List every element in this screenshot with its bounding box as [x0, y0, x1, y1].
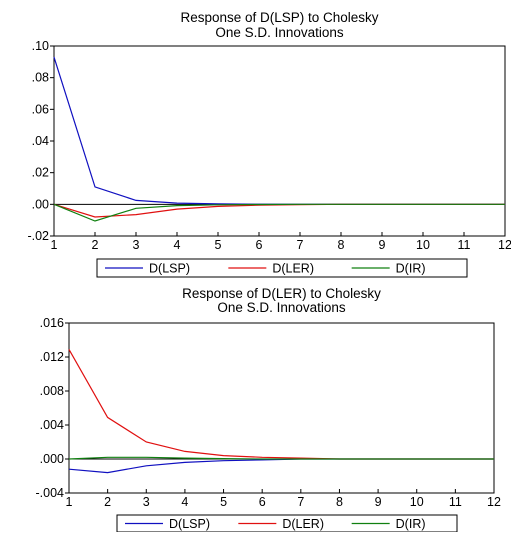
chart-1-xtick-label: 7 — [297, 238, 304, 252]
chart-1-xtick-label: 9 — [379, 238, 386, 252]
chart-1-subtitle: One S.D. Innovations — [215, 25, 344, 40]
chart-2-xtick-label: 11 — [449, 495, 462, 509]
chart-2-ytick-label: .016 — [40, 316, 64, 330]
chart-1-ytick-label: .10 — [32, 39, 49, 53]
chart-1-xtick-label: 10 — [416, 238, 430, 252]
chart-1-xtick-label: 1 — [51, 238, 58, 252]
chart-2-xtick-label: 5 — [220, 495, 227, 509]
chart-1-title: Response of D(LSP) to Cholesky — [180, 10, 378, 25]
chart-1-plot-frame — [53, 45, 506, 237]
chart-2-xtick-label: 2 — [104, 495, 111, 509]
chart-2-xtick-label: 9 — [375, 495, 382, 509]
chart-1-ytick-label: -.02 — [27, 229, 49, 243]
chart-1-legend-label: D(LER) — [272, 262, 314, 276]
chart-1-legend-box — [96, 258, 468, 278]
chart-2-ytick-label: .008 — [40, 384, 64, 398]
chart-2-subtitle: One S.D. Innovations — [217, 300, 346, 315]
chart-2-xtick-label: 12 — [487, 495, 501, 509]
chart-2-ytick-label: .000 — [40, 452, 64, 466]
chart-2-ytick-label: .012 — [40, 350, 64, 364]
chart-2-title: Response of D(LER) to Cholesky — [182, 286, 381, 301]
chart-1-xtick-label: 11 — [458, 238, 471, 252]
chart-1-xtick-label: 2 — [92, 238, 99, 252]
chart-2-legend-label: D(LER) — [282, 517, 324, 531]
chart-1-series-line-dler — [53, 203, 505, 218]
chart-2-series-line-dlsp — [68, 458, 494, 474]
chart-2-xtick-label: 4 — [181, 495, 188, 509]
chart-1-legend-label: D(LSP) — [149, 262, 190, 276]
chart-2-plot-frame — [68, 322, 495, 494]
chart-2-legend-label: D(LSP) — [169, 517, 210, 531]
chart-1-series-line-dlsp — [53, 56, 505, 205]
chart-1-xtick-label: 5 — [215, 238, 222, 252]
chart-2-ytick-label: .004 — [40, 418, 64, 432]
chart-1-xtick-label: 4 — [174, 238, 181, 252]
chart-1-ytick-label: .02 — [32, 166, 49, 180]
chart-1-legend-label: D(IR) — [396, 262, 426, 276]
chart-1-series-line-dir — [53, 203, 505, 222]
chart-1-ytick-label: .08 — [32, 71, 49, 85]
chart-2-legend-label: D(IR) — [396, 517, 426, 531]
chart-2-xtick-label: 6 — [259, 495, 266, 509]
chart-1-xtick-label: 6 — [256, 238, 263, 252]
chart-2-ytick-label: -.004 — [36, 486, 65, 500]
chart-1-xtick-label: 3 — [133, 238, 140, 252]
chart-1-xtick-label: 12 — [498, 238, 511, 252]
chart-2-series-line-dir — [68, 456, 494, 460]
chart-2-xtick-label: 10 — [410, 495, 424, 509]
chart-2-xtick-label: 7 — [297, 495, 304, 509]
chart-1-ytick-label: .06 — [32, 102, 49, 116]
chart-2-series-line-dler — [68, 349, 494, 460]
chart-1-ytick-label: .04 — [32, 134, 49, 148]
chart-2-xtick-label: 8 — [336, 495, 343, 509]
chart-2-xtick-label: 3 — [143, 495, 150, 509]
chart-1-ytick-label: .00 — [32, 197, 49, 211]
chart-1-xtick-label: 8 — [338, 238, 345, 252]
chart-2-xtick-label: 1 — [66, 495, 73, 509]
